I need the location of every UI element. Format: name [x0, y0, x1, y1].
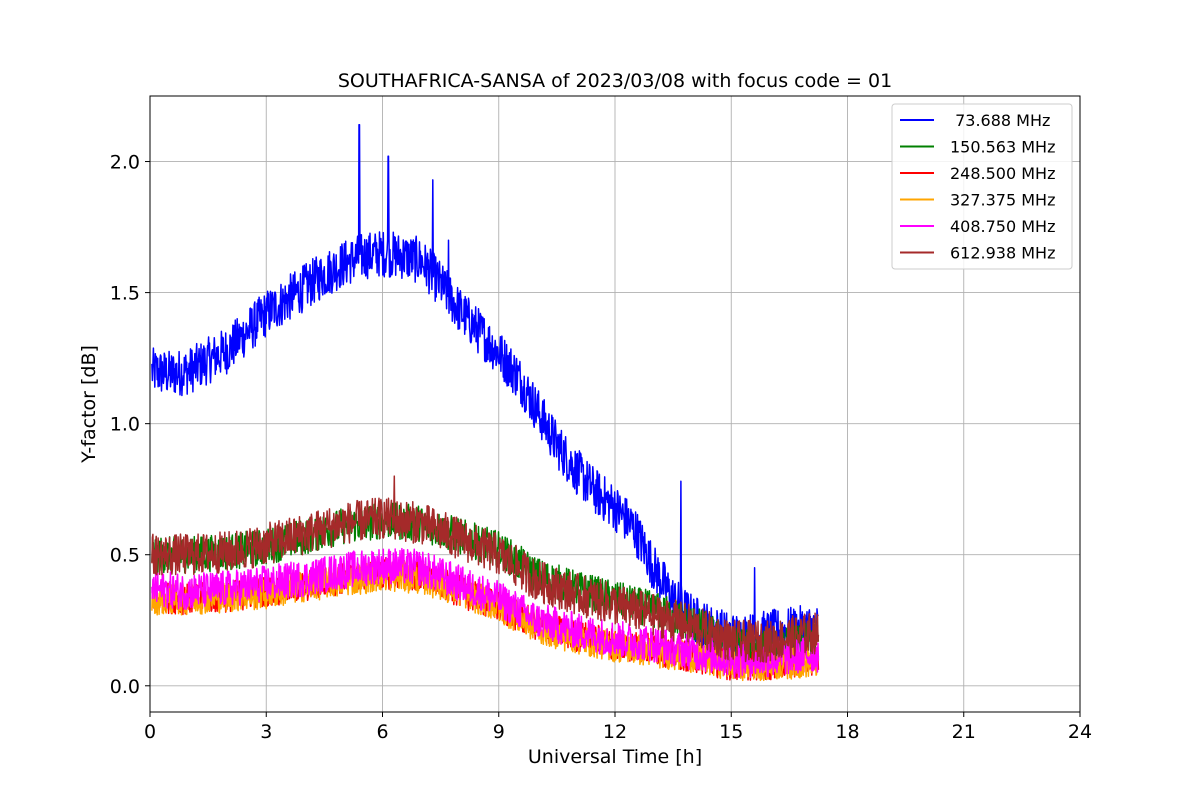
x-tick-label: 9	[493, 721, 505, 743]
legend-label: 73.688 MHz	[950, 111, 1050, 130]
x-axis-label: Universal Time [h]	[528, 746, 702, 768]
legend-label: 612.938 MHz	[950, 244, 1055, 263]
x-tick-label: 0	[144, 721, 156, 743]
x-tick-label: 21	[952, 721, 976, 743]
x-tick-label: 3	[260, 721, 272, 743]
x-tick-label: 6	[376, 721, 388, 743]
legend-label: 327.375 MHz	[950, 191, 1055, 210]
chart-title: SOUTHAFRICA-SANSA of 2023/03/08 with foc…	[338, 70, 892, 92]
y-tick-label: 1.5	[110, 283, 140, 305]
series-line	[151, 124, 819, 660]
y-tick-label: 1.0	[110, 414, 140, 436]
axis-ticks: 0 3 6 9 12 15 18 21 24 0.0 0.5 1.0 1.5 2.0	[110, 152, 1092, 743]
legend-label: 150.563 MHz	[950, 138, 1055, 157]
series-layer	[151, 124, 820, 682]
x-tick-label: 18	[835, 721, 859, 743]
x-tick-label: 15	[719, 721, 743, 743]
x-tick-label: 12	[603, 721, 627, 743]
legend: 73.688 MHz 150.563 MHz 248.500 MHz 327.375 …	[891, 103, 1073, 270]
legend-label: 248.500 MHz	[950, 164, 1055, 183]
legend-label: 408.750 MHz	[950, 217, 1055, 236]
x-tick-label: 24	[1068, 721, 1092, 743]
y-axis-label: Y-factor [dB]	[78, 345, 100, 464]
y-tick-label: 0.5	[110, 545, 140, 567]
series-line	[151, 547, 820, 679]
y-tick-label: 0.0	[110, 676, 140, 698]
y-tick-label: 2.0	[110, 152, 140, 174]
series-line	[151, 475, 820, 663]
legend-box	[891, 103, 1073, 270]
